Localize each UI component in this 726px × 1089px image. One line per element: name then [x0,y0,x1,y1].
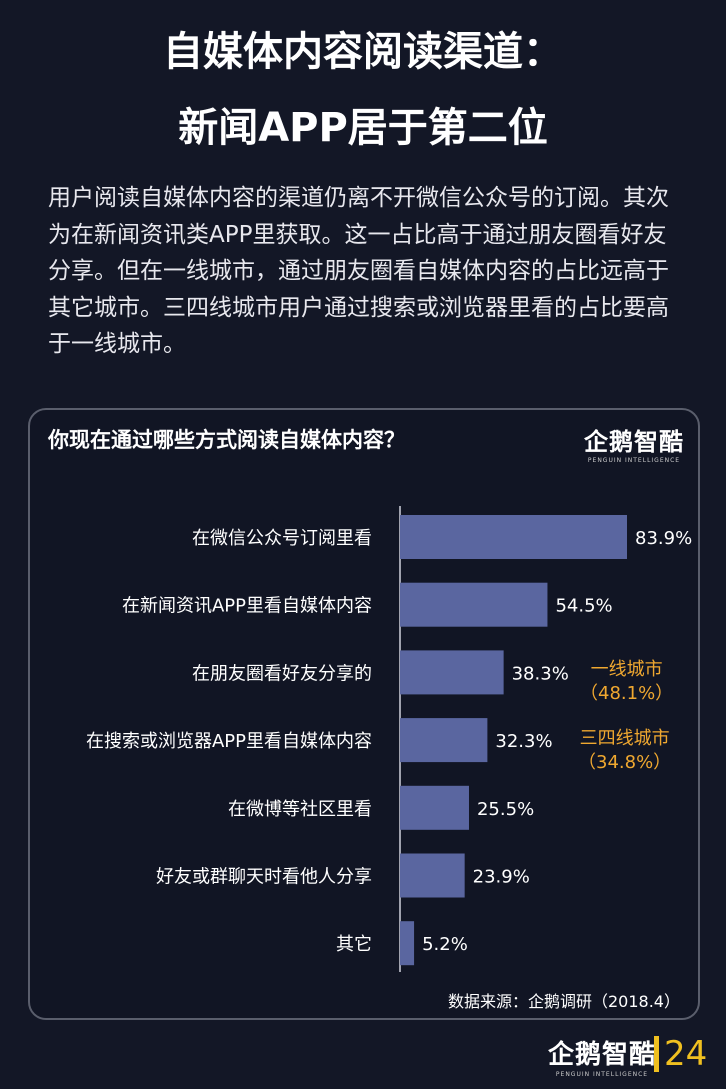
category-label: 其它 [336,934,372,955]
title-line-1: 自媒体内容阅读渠道： [163,29,563,75]
page-number: 24 [664,1034,708,1074]
bar [400,650,504,695]
bar [400,785,469,830]
annotation-tier34: 三四线城市 （34.8%） [578,728,672,773]
category-label: 在微博等社区里看 [228,799,372,820]
category-label: 好友或群聊天时看他人分享 [156,867,372,888]
chart-panel [28,408,700,1020]
category-label: 在搜索或浏览器APP里看自媒体内容 [86,731,372,752]
category-label: 在新闻资讯APP里看自媒体内容 [122,596,372,617]
data-source: 数据来源：企鹅调研（2018.4） [448,992,680,1011]
bar [400,921,415,966]
category-label: 在朋友圈看好友分享的 [192,663,372,684]
chart-title: 你现在通过哪些方式阅读自媒体内容？ [48,428,405,452]
bar [400,853,465,898]
title-line-2: 新闻APP居于第二位 [178,105,548,151]
footer-logo: 企鹅智酷 PENGUIN INTELLIGENCE [548,1040,657,1078]
value-label: 32.3% [495,731,552,752]
value-label: 54.5% [555,596,612,617]
bar [400,515,627,559]
intro-text: 用户阅读自媒体内容的渠道仍离不开微信公众号的订阅。其次为在新闻资讯类APP里获取… [48,185,669,357]
category-label: 在微信公众号订阅里看 [192,528,372,549]
value-label: 25.5% [477,799,534,820]
value-label: 5.2% [422,934,468,955]
value-label: 83.9% [635,528,692,549]
annotation-tier1: 一线城市 （48.1%） [580,659,674,704]
bar [400,582,548,627]
page-divider [654,1036,659,1072]
brand-logo: 企鹅智酷 PENGUIN INTELLIGENCE [584,428,684,464]
bar [400,718,488,763]
value-label: 38.3% [512,663,569,684]
value-label: 23.9% [473,867,530,888]
